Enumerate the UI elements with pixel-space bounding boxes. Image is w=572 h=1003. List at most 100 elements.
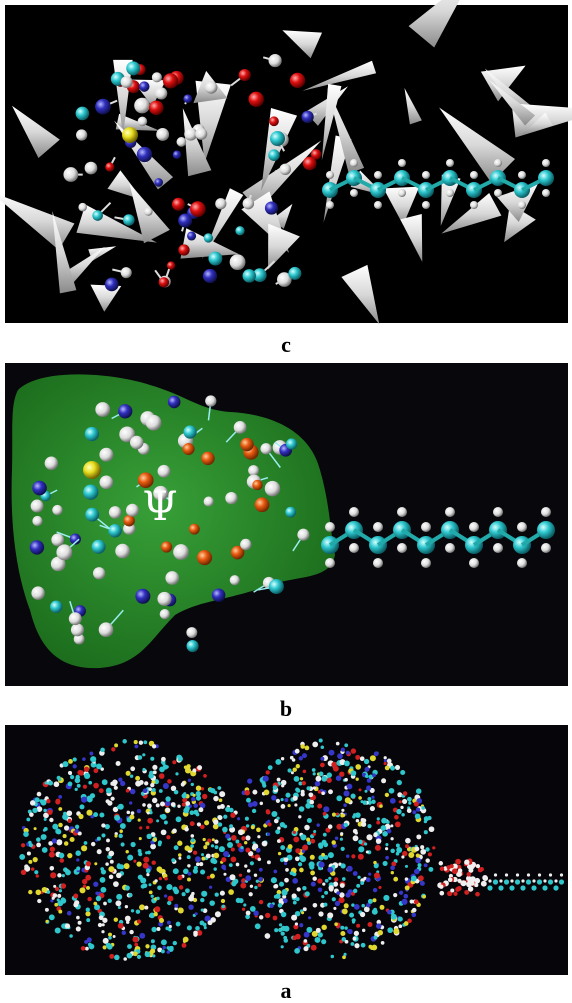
atom <box>320 757 324 761</box>
atom <box>146 415 162 431</box>
atom <box>228 889 234 895</box>
atom <box>361 822 366 827</box>
atom <box>195 128 207 140</box>
atom <box>94 862 97 865</box>
atom <box>126 504 139 517</box>
atom <box>30 540 44 554</box>
atom <box>542 885 547 890</box>
atom <box>201 857 205 861</box>
atom <box>281 945 284 948</box>
atom <box>246 911 251 916</box>
atom <box>281 757 284 760</box>
atom <box>281 931 285 935</box>
atom <box>288 804 291 807</box>
atom <box>390 849 395 854</box>
atom <box>49 914 55 920</box>
atom <box>92 540 106 554</box>
atom <box>130 766 135 771</box>
atom <box>305 746 310 751</box>
atom <box>336 891 340 895</box>
atom <box>19 854 25 860</box>
atom <box>129 814 134 819</box>
atom <box>68 771 72 775</box>
atom <box>432 846 435 849</box>
atom <box>217 786 221 790</box>
atom <box>294 803 297 806</box>
atom <box>249 892 253 896</box>
atom <box>174 845 179 850</box>
atom <box>349 543 359 553</box>
atom <box>170 946 174 950</box>
atom <box>31 867 35 871</box>
atom <box>268 149 280 161</box>
atom <box>365 774 369 778</box>
atom <box>61 897 65 901</box>
atom <box>368 899 373 904</box>
atom <box>208 788 212 792</box>
atom <box>415 813 421 819</box>
atom <box>36 843 41 848</box>
atom <box>190 821 195 826</box>
atom <box>152 744 156 748</box>
atom <box>284 878 289 883</box>
atom <box>390 798 396 804</box>
atom <box>188 896 194 902</box>
atom <box>283 857 288 862</box>
atom <box>178 857 181 860</box>
atom <box>130 436 143 449</box>
atom <box>358 840 362 844</box>
atom <box>107 899 111 903</box>
atom <box>353 813 356 816</box>
atom <box>385 766 390 771</box>
atom <box>167 901 171 905</box>
atom <box>300 744 305 749</box>
atom <box>93 768 98 773</box>
atom <box>390 837 393 840</box>
atom <box>225 834 230 839</box>
atom <box>402 799 407 804</box>
atom <box>84 773 90 779</box>
atom <box>344 903 349 908</box>
atom <box>333 907 336 910</box>
atom <box>159 789 163 793</box>
atom <box>247 869 251 873</box>
atom <box>134 943 138 947</box>
atom <box>144 781 148 785</box>
atom <box>123 515 134 526</box>
atom <box>214 839 218 843</box>
atom <box>251 825 255 829</box>
atom <box>467 880 473 886</box>
atom <box>395 765 400 770</box>
atom <box>47 810 52 815</box>
atom <box>157 886 162 891</box>
atom <box>425 847 429 851</box>
atom <box>195 926 200 931</box>
atom <box>481 881 487 887</box>
atom <box>248 92 263 107</box>
atom <box>367 797 371 801</box>
atom <box>324 903 328 907</box>
atom <box>358 796 362 800</box>
atom <box>205 81 218 94</box>
atom <box>394 815 399 820</box>
atom <box>292 767 296 771</box>
atom <box>215 911 221 917</box>
atom <box>286 438 297 449</box>
atom <box>21 843 25 847</box>
atom <box>208 920 213 925</box>
atom <box>541 507 551 517</box>
atom <box>340 931 345 936</box>
atom <box>421 558 431 568</box>
atom <box>108 851 114 857</box>
atom <box>488 879 491 882</box>
atom <box>130 789 136 795</box>
atom <box>537 521 555 539</box>
atom <box>360 881 364 885</box>
atom <box>210 858 216 864</box>
atom <box>283 913 286 916</box>
atom <box>121 842 125 846</box>
atom <box>41 834 47 840</box>
atom <box>218 822 222 826</box>
atom <box>49 818 53 822</box>
atom <box>494 159 502 167</box>
